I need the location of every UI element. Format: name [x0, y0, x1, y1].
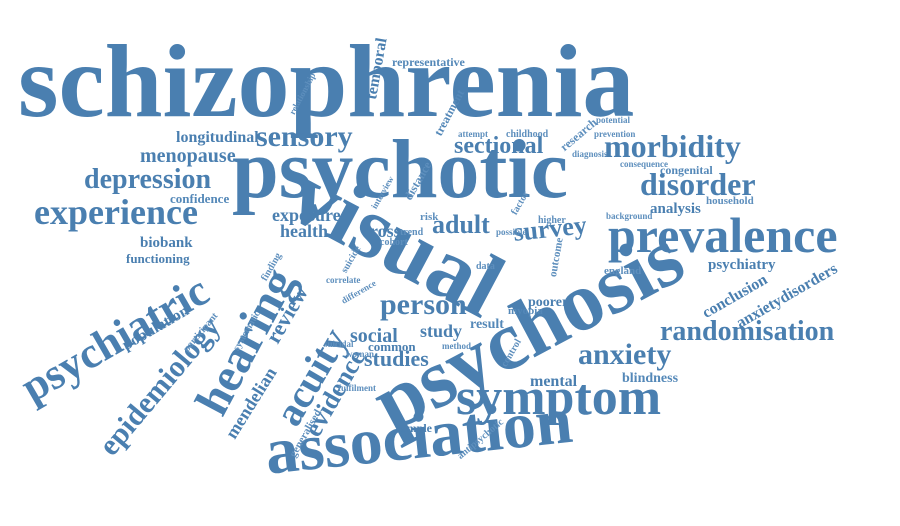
- word: prevalence: [608, 207, 838, 263]
- word: studies: [364, 346, 429, 371]
- word: blindness: [622, 371, 679, 386]
- word: adult: [432, 210, 490, 239]
- word: depression: [84, 164, 212, 195]
- word: psychiatry: [708, 257, 776, 273]
- word: common: [368, 339, 416, 354]
- word: sample: [396, 421, 432, 435]
- word: england: [604, 265, 642, 277]
- word: childhood: [506, 129, 549, 140]
- word: randomisation: [660, 316, 835, 347]
- word: schizophrenia: [18, 24, 635, 139]
- word: risk: [420, 211, 439, 223]
- word: functioning: [126, 251, 190, 266]
- word: sensory: [256, 120, 353, 153]
- word: symptom: [456, 369, 662, 426]
- word: myopia: [508, 305, 543, 317]
- word: analysis: [650, 201, 701, 217]
- word: household: [706, 195, 754, 207]
- word: poorer: [528, 295, 569, 310]
- word: representative: [392, 55, 465, 69]
- word: higher: [538, 215, 566, 226]
- word: diagnosis: [572, 149, 608, 159]
- word: longitudinal: [176, 129, 259, 146]
- word: potential: [596, 115, 631, 125]
- word: fulfilment: [338, 383, 376, 393]
- word: mental: [530, 373, 578, 390]
- word: correlate: [326, 275, 361, 285]
- word: consequence: [620, 159, 668, 169]
- word: possible: [496, 227, 527, 237]
- word: suicidal: [324, 339, 354, 349]
- word: menopause: [140, 145, 236, 167]
- word: prevention: [594, 129, 636, 139]
- word: sectional: [454, 133, 544, 159]
- word: psychotic: [232, 123, 568, 216]
- word: attempt: [458, 129, 488, 139]
- word: morbidity: [604, 128, 741, 164]
- word: exposure: [272, 205, 341, 225]
- word: person: [380, 288, 467, 321]
- word: health: [280, 221, 329, 241]
- word: study: [420, 321, 463, 341]
- word: cross: [362, 221, 401, 241]
- word: result: [470, 317, 504, 332]
- word: congenital: [660, 163, 713, 177]
- word: cohort: [380, 237, 408, 248]
- word: social: [350, 325, 398, 347]
- word: disorder: [640, 166, 756, 202]
- word: experience: [34, 192, 198, 232]
- word: trend: [400, 227, 424, 238]
- word: woman: [346, 349, 375, 359]
- word: anxiety: [578, 338, 672, 371]
- word: confidence: [170, 191, 230, 206]
- word: data: [476, 261, 495, 272]
- word: background: [606, 211, 653, 221]
- word: method: [442, 341, 471, 351]
- word: biobank: [140, 235, 193, 251]
